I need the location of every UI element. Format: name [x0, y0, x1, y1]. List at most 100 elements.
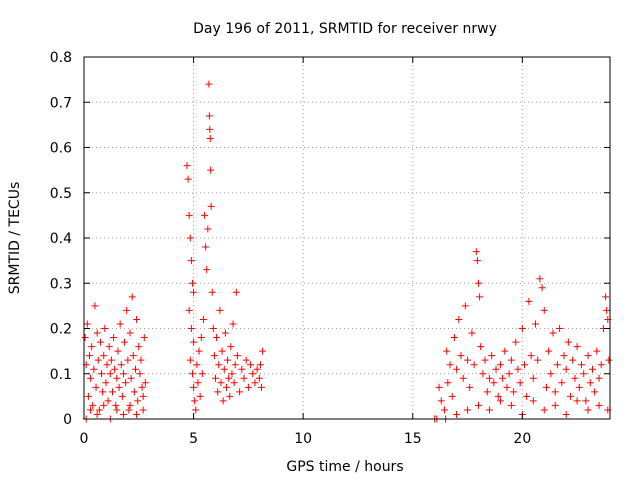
data-point — [564, 338, 572, 346]
data-point — [255, 374, 263, 382]
data-point — [464, 406, 472, 414]
data-point — [534, 356, 542, 364]
data-point — [222, 383, 230, 391]
data-point — [556, 325, 564, 332]
data-point — [461, 302, 469, 310]
data-point — [141, 379, 149, 387]
data-point — [595, 374, 603, 382]
data-point — [122, 379, 130, 387]
data-point — [453, 365, 461, 373]
y-tick-label: 0 — [63, 412, 72, 428]
data-point — [499, 374, 507, 382]
data-point — [562, 410, 570, 418]
data-point — [540, 406, 548, 414]
data-point — [92, 383, 100, 391]
data-point — [214, 388, 222, 396]
data-point — [228, 370, 236, 378]
data-point — [198, 370, 206, 378]
y-tick-label: 0.7 — [50, 95, 72, 111]
data-point — [475, 279, 482, 287]
data-point — [446, 361, 454, 369]
data-point — [93, 410, 101, 418]
data-point — [107, 356, 115, 364]
data-point — [584, 406, 592, 414]
data-point — [100, 352, 108, 360]
data-point — [208, 288, 216, 296]
data-point — [133, 410, 141, 418]
data-point — [472, 248, 480, 256]
data-point — [547, 370, 555, 378]
data-point — [184, 175, 192, 183]
data-point — [111, 365, 119, 373]
data-point — [476, 293, 484, 301]
data-point — [137, 356, 145, 364]
data-point — [207, 202, 215, 210]
data-point — [562, 365, 570, 373]
y-axis: 0 0.1 0.2 0.3 0.4 0.5 0.6 0.7 0.8 — [50, 50, 610, 428]
data-point — [186, 356, 194, 364]
data-point — [510, 388, 518, 396]
data-point — [473, 257, 481, 265]
data-point — [231, 361, 239, 369]
data-point — [605, 356, 613, 364]
data-point — [588, 365, 596, 373]
data-point — [140, 334, 148, 342]
data-point — [512, 338, 520, 346]
data-point — [221, 329, 229, 337]
data-point — [84, 392, 92, 400]
data-point — [573, 343, 581, 351]
data-point — [100, 401, 108, 409]
data-point — [507, 356, 515, 364]
data-point — [259, 347, 267, 355]
data-point — [492, 365, 500, 373]
data-point — [249, 370, 257, 378]
data-point — [103, 361, 111, 369]
data-point — [87, 374, 95, 382]
data-point — [119, 370, 127, 378]
data-point — [205, 112, 213, 120]
data-point — [197, 334, 205, 342]
data-point — [603, 306, 611, 314]
data-point — [549, 329, 557, 337]
data-point — [540, 306, 548, 314]
data-point — [206, 134, 214, 142]
data-point — [202, 243, 210, 251]
data-point — [105, 343, 113, 351]
data-point — [253, 365, 261, 373]
plot-frame — [83, 56, 611, 420]
data-point — [485, 374, 493, 382]
data-point — [236, 388, 244, 396]
data-point — [183, 162, 191, 170]
y-tick-label: 0.1 — [50, 367, 72, 383]
data-point — [457, 352, 465, 360]
data-point — [102, 379, 110, 387]
data-point — [192, 406, 200, 414]
data-point — [591, 388, 599, 396]
data-point — [475, 401, 482, 409]
data-point — [468, 329, 476, 337]
data-point — [127, 374, 135, 382]
data-point — [496, 397, 504, 405]
x-tick-label: 15 — [404, 431, 422, 447]
y-tick-label: 0.8 — [50, 50, 72, 66]
data-point — [437, 397, 445, 405]
data-point — [536, 275, 544, 283]
data-point — [538, 284, 546, 292]
data-point — [91, 302, 99, 310]
data-point — [124, 356, 132, 364]
data-point — [560, 352, 568, 360]
data-point — [190, 383, 198, 391]
data-point — [106, 370, 114, 378]
data-point — [220, 365, 228, 373]
data-point — [573, 397, 581, 405]
data-point — [226, 392, 234, 400]
x-axis-label: GPS time / hours — [286, 459, 403, 475]
data-point — [96, 338, 104, 346]
x-tick-label: 5 — [189, 431, 198, 447]
data-point — [94, 356, 102, 364]
data-point — [134, 397, 142, 405]
data-point — [529, 397, 537, 405]
data-point — [542, 383, 550, 391]
data-point — [256, 361, 264, 369]
grid — [84, 57, 610, 419]
